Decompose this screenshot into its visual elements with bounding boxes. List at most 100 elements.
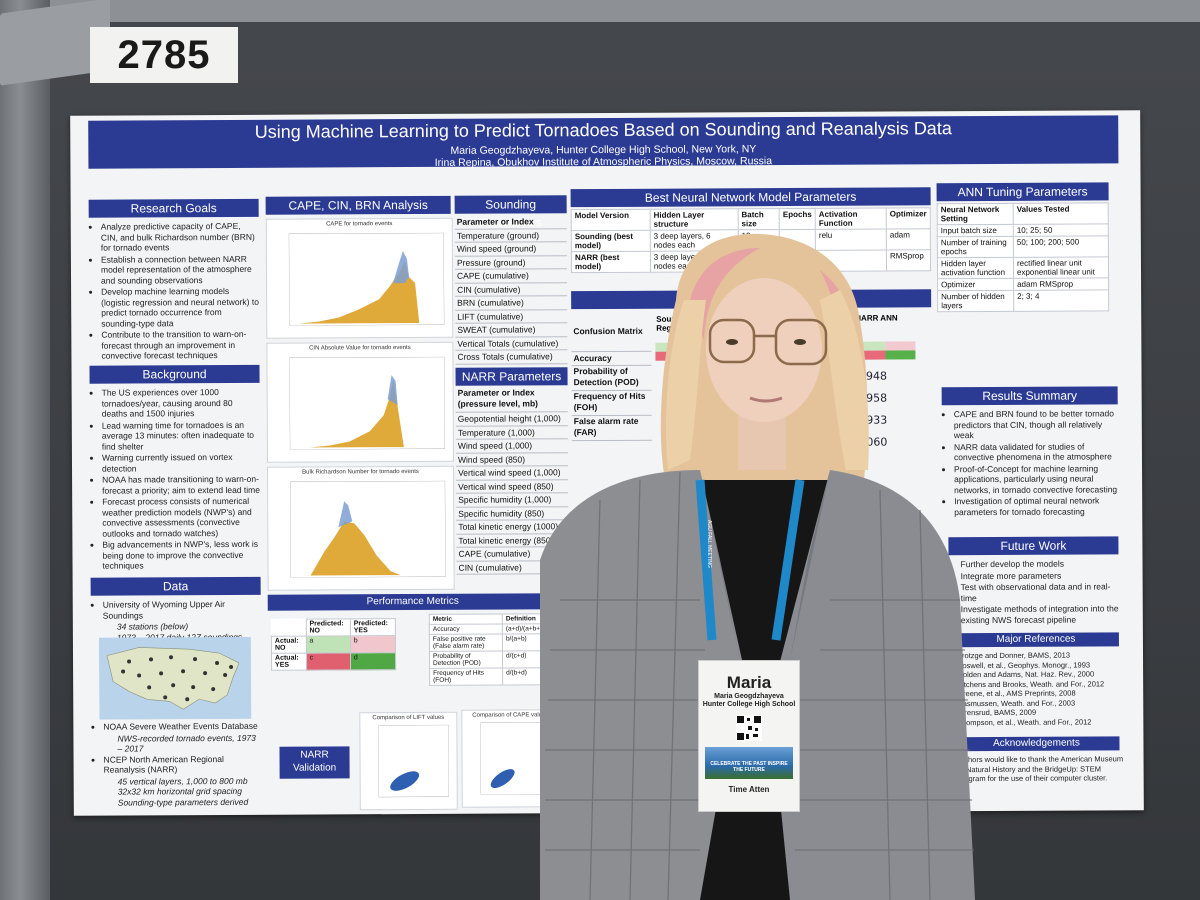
table-row: Accuracy <box>571 351 652 366</box>
table-cell: 2; 3; 4 <box>1013 289 1109 312</box>
table-row: Hidden layer activation function rectifie… <box>937 256 1109 279</box>
table-cell: Predicted: YES <box>350 618 396 636</box>
poster-authors: Maria Geogdzhayeva, Hunter College High … <box>88 141 1118 170</box>
data-heading: Data <box>90 576 261 596</box>
summary-col-narr: NARR ANN <box>855 313 898 323</box>
list-item: Establish a connection between NARR mode… <box>101 253 259 285</box>
table-cell: Actual: YES <box>271 653 307 671</box>
table-row: BRN (cumulative) <box>455 296 568 311</box>
list-item: Forecast process consists of numerical w… <box>102 496 260 539</box>
table-row: Total kinetic energy (850) <box>456 533 569 548</box>
table-cell: Number of training epochs <box>937 236 1014 258</box>
cape-scatter-points <box>480 722 551 795</box>
list-item: Proof-of-Concept for machine learning ap… <box>954 463 1118 495</box>
table-cell <box>271 619 306 636</box>
data-list-2: NOAA Severe Weather Events Database NWS-… <box>91 721 261 808</box>
list-item: CAPE and BRN found to be better tornado … <box>954 408 1118 440</box>
narr-validation-label: NARR Validation <box>279 746 350 779</box>
lift-scatter-title: Comparison of LIFT values <box>372 714 445 722</box>
table-cell: relu <box>815 229 887 251</box>
cin-bars <box>289 356 445 450</box>
table-cell: Sounding (best model) <box>571 230 651 252</box>
lift-scatter: Comparison of LIFT values <box>359 711 458 811</box>
table-cell <box>815 250 887 272</box>
table-cell: (a+d)/(a+b+c+d) <box>502 623 557 635</box>
list-item: University of Wyoming Upper Air Sounding… <box>103 599 261 621</box>
table-cell: d <box>350 652 396 670</box>
lanyard-text: AGU FALL MEETING <box>706 520 712 568</box>
research-goals-heading: Research Goals <box>88 198 259 218</box>
board-frame-top <box>0 0 1200 22</box>
data-sub-5: 32x32 km horizontal grid spacing <box>117 785 243 797</box>
table-row: Total kinetic energy (1000) <box>456 520 569 535</box>
table-cell: False positive rate (False alarm rate) <box>429 634 503 652</box>
table-cell: Metric <box>429 614 503 625</box>
list-item: Test with observational data and in real… <box>961 581 1119 603</box>
us-station-map <box>98 636 252 720</box>
table-header-row: Model Version Hidden Layer structure Bat… <box>571 207 931 231</box>
cape-plot-title: CAPE for tornado events <box>326 221 393 228</box>
results-list: CAPE and BRN found to be better tornado … <box>942 408 1119 518</box>
table-row: Probability of Detection (POD) d/(c+d) <box>429 650 557 669</box>
table-row: LIFT (cumulative) <box>455 309 568 324</box>
badge-banner: CELEBRATE THE PAST INSPIRE THE FUTURE <box>705 747 793 779</box>
sounding-params-heading: Sounding Parameters <box>454 195 567 230</box>
table-cell: Batch size <box>737 208 780 230</box>
ann-tuning-heading: ANN Tuning Parameters <box>936 182 1109 202</box>
summary-heading: Sum <box>571 289 932 310</box>
narr-params-heading: NARR Parameters <box>455 367 568 386</box>
table-row: Accuracy (a+d)/(a+b+c+d) <box>429 623 557 635</box>
poster-title: Using Machine Learning to Predict Tornad… <box>254 118 952 142</box>
badge-footer: Time Atten <box>728 785 770 794</box>
table-cell: Actual: NO <box>271 636 307 654</box>
data-sub-3: NWS-recorded tornado events, 1973 – 2017 <box>117 732 256 754</box>
table-cell: Hidden Layer structure <box>650 208 739 231</box>
table-row: Parameter or Index <box>454 215 567 230</box>
cape-scatter: Comparison of CAPE values <box>461 709 560 808</box>
table-row: NARR (best model) 3 deep layers, 6 nodes… <box>571 249 931 273</box>
data-sub-6: Sounding-type parameters derived <box>117 796 249 808</box>
table-cell: Definition <box>502 613 557 625</box>
booth-number-card: 2785 <box>90 27 238 83</box>
table-row: SWEAT (cumulative) <box>455 323 568 338</box>
badge-full-name: Maria Geogdzhayeva <box>714 693 784 700</box>
table-row: Vertical Totals (cumulative) <box>455 336 568 351</box>
table-cell: d/(b+d) <box>502 667 557 686</box>
background-list: The US experiences over 1000 tornadoes/y… <box>90 387 261 572</box>
table-row: False positive rate (False alarm rate) b/… <box>429 633 557 652</box>
list-item: Big advancements in NWP's, less work is … <box>102 539 260 571</box>
table-cell: Epochs <box>779 208 816 230</box>
sounding-params-table: Parameter or Index Temperature (ground) … <box>454 215 568 365</box>
confusion-matrix-mini-2 <box>855 341 916 360</box>
table-cell: Frequency of Hits (FOH) <box>429 668 503 686</box>
table-row: Vertical wind speed (1,000) <box>456 466 569 481</box>
table-cell: rectified linear unit exponential linear… <box>1013 256 1109 279</box>
background-heading: Background <box>89 364 260 384</box>
brn-bars <box>290 480 446 578</box>
table-row: Wind speed (1,000) <box>455 439 568 454</box>
table-row: Parameter or Index (pressure level, mb) <box>455 387 568 413</box>
table-row: Specific humidity (1,000) <box>456 493 569 508</box>
references-list: Brotzge and Donner, BAMS, 2013 Doswell, … <box>957 650 1123 727</box>
table-row: Frequency of Hits (FOH) <box>571 390 652 416</box>
table-header-row: Metric Definition <box>429 613 557 625</box>
table-cell: 50; 100; 200; 500 <box>1013 235 1109 258</box>
brn-plot-title: Bulk Richardson Number for tornado event… <box>302 468 419 476</box>
table-row: Input batch size 10; 25; 50 <box>937 223 1109 237</box>
table-cell: adam RMSprop <box>1013 277 1109 291</box>
summary-col-sounding: Sounding Reg. <box>656 314 694 333</box>
table-row: Number of hidden layers 2; 3; 4 <box>937 289 1109 312</box>
table-row: Frequency of Hits (FOH) d/(b+d) <box>429 667 557 686</box>
poster-title-bar: Using Machine Learning to Predict Tornad… <box>88 115 1119 170</box>
acknowledgements-text: authors would like to thank the American… <box>957 754 1124 784</box>
table-cell <box>738 250 780 272</box>
cin-plot-title: CIN Absolute Value for tornado events <box>309 345 411 352</box>
handwritten-foh: 0.933 <box>855 413 888 427</box>
metric-definitions: Metric Definition Accuracy (a+d)/(a+b+c+d… <box>428 613 558 686</box>
results-heading: Results Summary <box>941 386 1118 406</box>
handwritten-pod: 0.958 <box>855 391 888 405</box>
confusion-matrix-mini-1 <box>655 342 684 361</box>
table-row: CIN (cumulative) <box>455 282 568 297</box>
research-goals-list: Analyze predictive capacity of CAPE, CIN… <box>89 221 260 362</box>
list-item: NCEP North American Regional Reanalysis … <box>104 753 262 775</box>
